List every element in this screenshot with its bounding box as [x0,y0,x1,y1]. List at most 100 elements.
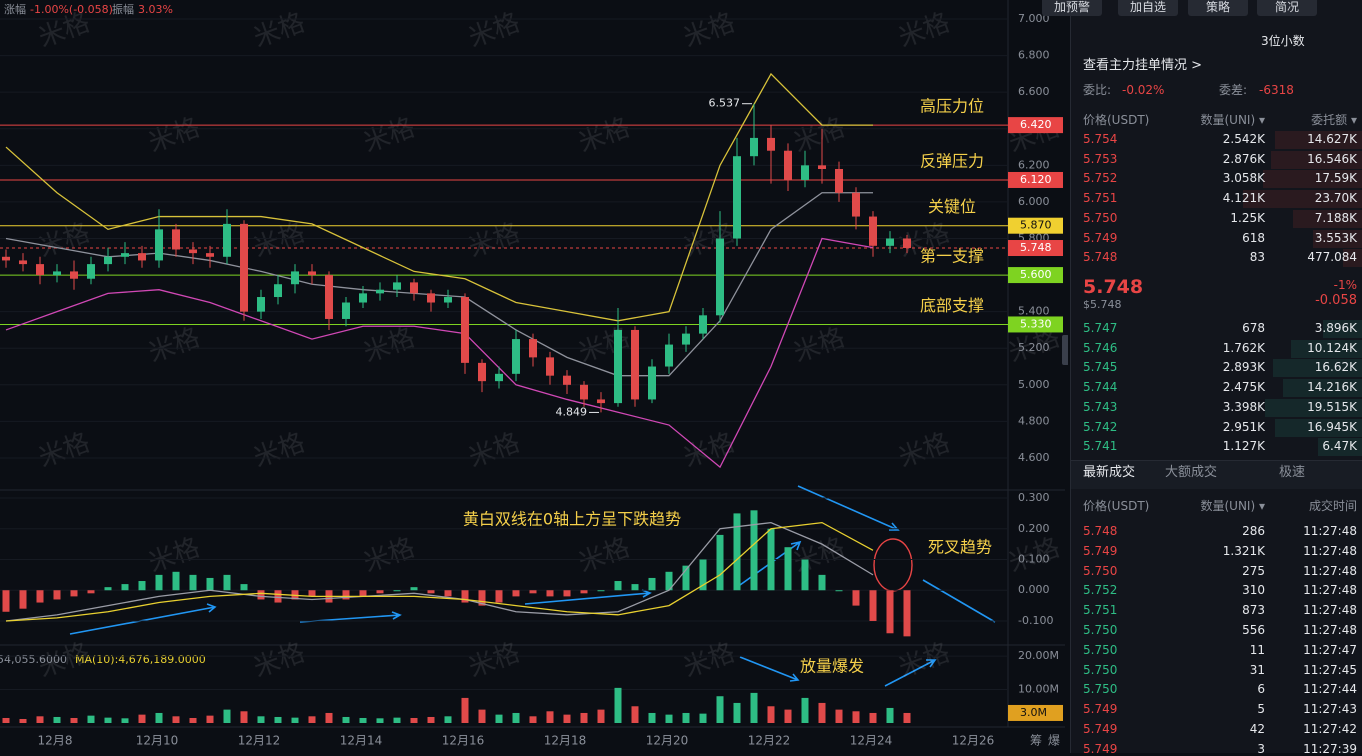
cell: 873 [1242,603,1265,618]
price-cell: 5.750 [1083,662,1118,677]
macd-bar [546,590,554,597]
level-badge [1008,316,1063,333]
tab[interactable]: 最新成交 [1083,465,1136,480]
y-tick-label: 10.00M [1018,683,1059,696]
button[interactable]: 加自选 [1118,0,1178,16]
candle-body [529,339,537,358]
level-badge [1008,267,1063,284]
panel-handle[interactable] [1062,335,1068,365]
y-tick-label: 0.100 [1018,553,1050,566]
candle-body [36,264,44,276]
cell: 11:27:39 [1303,741,1357,756]
candle-body [461,297,469,363]
y-tick-label: 5.000 [1018,378,1050,391]
macd-bar [257,590,265,600]
decimals-select[interactable]: 3位小数 [1261,34,1305,48]
level-price: 5.330 [1020,317,1052,330]
candle-body [359,293,367,303]
cell: 11:27:48 [1303,583,1357,598]
tab[interactable]: 大额成交 [1165,465,1218,480]
price-cell: 5.751 [1083,191,1118,206]
volume-bar [104,717,112,723]
tab[interactable]: 极速 [1279,465,1306,480]
volume-bar [376,718,384,723]
cell: 3.058K [1222,171,1265,186]
cell: 17.59K [1314,171,1357,186]
button[interactable]: 简况 [1257,0,1317,16]
candle-body [325,275,333,319]
cell: 4.121K [1222,191,1265,206]
candle-body [274,284,282,298]
volume-bar [903,712,911,723]
candle-body [478,362,486,382]
candle-body [2,256,10,261]
cell: 31 [1249,662,1265,677]
depth-bar [1263,170,1362,189]
candle-body [87,264,95,279]
candle-body [563,375,571,385]
candle-body [750,137,758,157]
volume-bar [818,702,826,723]
depth-bar [1275,418,1362,437]
macd-bar [359,590,367,597]
cell: 2.542K [1222,132,1265,146]
price-cell: 5.749 [1083,722,1118,736]
depth-bar [1275,131,1362,149]
corner-label[interactable]: 爆 [1048,734,1060,748]
volume-bar [19,718,27,723]
cell: 477.084 [1307,250,1357,265]
candle-body [240,223,248,312]
volume-bar [121,718,129,723]
macd-bar [665,571,673,591]
level-price: 5.870 [1020,219,1052,232]
volume-bar [427,716,435,723]
x-tick-label: 12月8 [38,734,73,748]
y-tick-label: 0.300 [1018,491,1050,504]
button[interactable]: 加预警 [1042,0,1102,16]
macd-bar [444,590,452,597]
main-orders-link[interactable]: 查看主力挂单情况 > [1083,58,1203,73]
macd-bar [172,571,180,591]
volume-bar [563,714,571,723]
volume-bar [461,697,469,723]
price-cell: 5.748 [1083,250,1118,265]
volume-bar [648,712,656,723]
cell: 10.124K [1307,340,1357,355]
price-cell: 5.753 [1083,151,1118,166]
corner-label[interactable]: 筹 [1030,734,1042,748]
macd-bar [716,534,724,591]
volume-bar [240,711,248,723]
button[interactable]: 策略 [1188,0,1248,16]
annotation: 放量爆发 [800,657,864,676]
level-price: 6.420 [1020,118,1052,131]
price-cell: 5.750 [1083,682,1118,697]
candle-body [427,293,435,303]
candle-body [869,216,877,246]
depth-bar [1343,249,1362,268]
macd-bar [223,574,231,591]
volume-bar [223,709,231,723]
candle-body [206,253,214,257]
y-tick-label: 6.600 [1018,85,1050,98]
macd-bar [36,590,44,603]
arrow [524,589,652,605]
volume-bar [2,717,10,723]
candle-body [189,249,197,254]
cell: 16.945K [1307,419,1357,434]
candle-body [53,271,61,276]
candle-body [444,297,452,303]
diff-value: -6318 [1259,83,1294,97]
volume-bar [308,716,316,723]
volume-bar [886,707,894,723]
macd-bar [903,590,911,637]
candle-body [614,329,622,404]
macd-bar [750,510,758,591]
y-tick-label: 6.200 [1018,158,1050,171]
volume-bar [767,706,775,723]
macd-bar [767,528,775,591]
macd-bar [495,590,503,603]
macd-bar [342,590,350,600]
macd-bar [206,577,214,591]
candle-body [546,357,554,376]
